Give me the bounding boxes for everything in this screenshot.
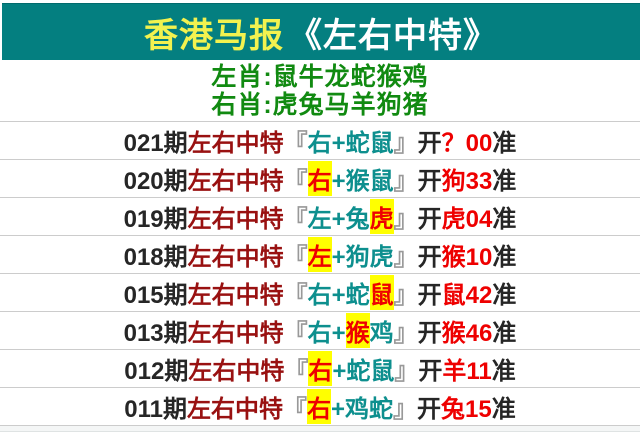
result-row: 020期 左右中特『右 +猴鼠』开狗33 准: [0, 159, 640, 197]
issue-number: 015期: [123, 282, 188, 309]
pick-zodiac: 左+兔: [307, 206, 370, 233]
pick-zodiac: +猴鼠: [331, 168, 394, 195]
open-bracket: 『: [283, 244, 308, 271]
pick-zodiac: +鸡蛇: [331, 396, 394, 423]
pick-zodiac-highlighted: 虎: [369, 199, 394, 234]
result-row: 013期 左右中特『右+ 猴鸡』开猴46 准: [0, 311, 640, 349]
open-bracket: 『: [283, 282, 308, 309]
issue-number: 019期: [123, 206, 188, 233]
close-bracket: 』: [393, 206, 418, 233]
result-row: 019期 左右中特『左+兔虎』开虎04 准: [0, 197, 640, 235]
banner-title-white: 《左右中特》: [288, 16, 498, 55]
verdict-label: 准: [492, 168, 517, 195]
verdict-label: 准: [492, 282, 517, 309]
result-value: 兔15: [441, 396, 492, 423]
close-bracket: 』: [393, 396, 418, 423]
issue-number: 013期: [123, 320, 188, 347]
verdict-label: 准: [492, 130, 517, 157]
result-value: ？00: [441, 130, 493, 157]
close-bracket: 』: [394, 358, 419, 385]
verdict-label: 准: [492, 244, 517, 271]
pick-zodiac: 右+: [307, 320, 346, 347]
kai-label: 开: [417, 282, 442, 309]
row-label: 左右中特: [187, 320, 284, 347]
verdict-label: 准: [492, 320, 517, 347]
footer-partial-row: [0, 426, 640, 432]
open-bracket: 『: [283, 396, 307, 423]
pick-zodiac-highlighted: 右: [307, 161, 332, 196]
row-label: 左右中特: [187, 282, 284, 309]
pick-zodiac: 右+蛇: [307, 282, 370, 309]
result-row: 021期 左右中特『右+蛇鼠』开？00 准: [0, 121, 640, 159]
row-label: 左右中特: [187, 130, 284, 157]
close-bracket: 』: [393, 168, 418, 195]
result-row: 011期 左右中特『右 +鸡蛇』开兔15 准: [0, 387, 640, 425]
verdict-label: 准: [491, 358, 516, 385]
row-label: 左右中特: [187, 396, 283, 423]
row-label: 左右中特: [187, 168, 284, 195]
result-row: 018期 左右中特『左 +狗虎』开猴10 准: [0, 235, 640, 273]
row-label: 左右中特: [187, 244, 284, 271]
close-bracket: 』: [393, 130, 418, 157]
pick-zodiac: 鸡: [369, 320, 394, 347]
result-value: 鼠42: [441, 282, 493, 309]
result-value: 虎04: [441, 206, 493, 233]
kai-label: 开: [417, 244, 442, 271]
result-value: 猴46: [441, 320, 493, 347]
close-bracket: 』: [393, 244, 418, 271]
kai-label: 开: [417, 130, 442, 157]
pick-zodiac-highlighted: 左: [307, 237, 332, 272]
result-value: 狗33: [441, 168, 493, 195]
open-bracket: 『: [284, 358, 309, 385]
verdict-label: 准: [492, 206, 517, 233]
result-row: 012期 左右中特『右 +蛇鼠』开羊11 准: [0, 349, 640, 387]
result-row: 015期 左右中特『右+蛇鼠』开鼠42 准: [0, 273, 640, 311]
pick-zodiac-highlighted: 鼠: [369, 275, 394, 310]
open-bracket: 『: [283, 320, 308, 347]
pick-zodiac-highlighted: 右: [308, 351, 333, 386]
issue-number: 021期: [123, 130, 188, 157]
header-banner: 香港马报 《左右中特》: [2, 3, 640, 60]
kai-label: 开: [417, 396, 442, 423]
kai-label: 开: [417, 168, 442, 195]
zodiac-legend: 左肖:鼠牛龙蛇猴鸡 右肖:虎兔马羊狗猪: [0, 60, 640, 121]
pick-zodiac-highlighted: 猴: [345, 313, 370, 348]
results-table: 021期 左右中特『右+蛇鼠』开？00 准 020期 左右中特『右 +猴鼠』开狗33 准 01…: [0, 121, 640, 426]
pick-zodiac: 右+蛇鼠: [307, 130, 394, 157]
pick-zodiac-highlighted: 右: [307, 389, 331, 424]
issue-number: 012期: [124, 358, 189, 385]
banner-title-yellow: 香港马报: [144, 16, 284, 55]
kai-label: 开: [417, 320, 442, 347]
open-bracket: 『: [283, 130, 308, 157]
result-value: 猴10: [441, 244, 493, 271]
pick-zodiac: +蛇鼠: [332, 358, 395, 385]
open-bracket: 『: [283, 168, 308, 195]
verdict-label: 准: [491, 396, 516, 423]
close-bracket: 』: [393, 282, 418, 309]
right-zodiac-line: 右肖:虎兔马羊狗猪: [211, 91, 429, 119]
open-bracket: 『: [283, 206, 308, 233]
issue-number: 011期: [124, 396, 187, 423]
kai-label: 开: [418, 358, 443, 385]
close-bracket: 』: [393, 320, 418, 347]
row-label: 左右中特: [188, 358, 285, 385]
issue-number: 020期: [123, 168, 188, 195]
page: 香港马报 《左右中特》 左肖:鼠牛龙蛇猴鸡 右肖:虎兔马羊狗猪 021期 左右中特…: [0, 3, 640, 438]
row-label: 左右中特: [187, 206, 284, 233]
left-zodiac-line: 左肖:鼠牛龙蛇猴鸡: [211, 63, 429, 91]
result-value: 羊11: [442, 358, 492, 385]
kai-label: 开: [417, 206, 442, 233]
issue-number: 018期: [123, 244, 188, 271]
pick-zodiac: +狗虎: [331, 244, 394, 271]
